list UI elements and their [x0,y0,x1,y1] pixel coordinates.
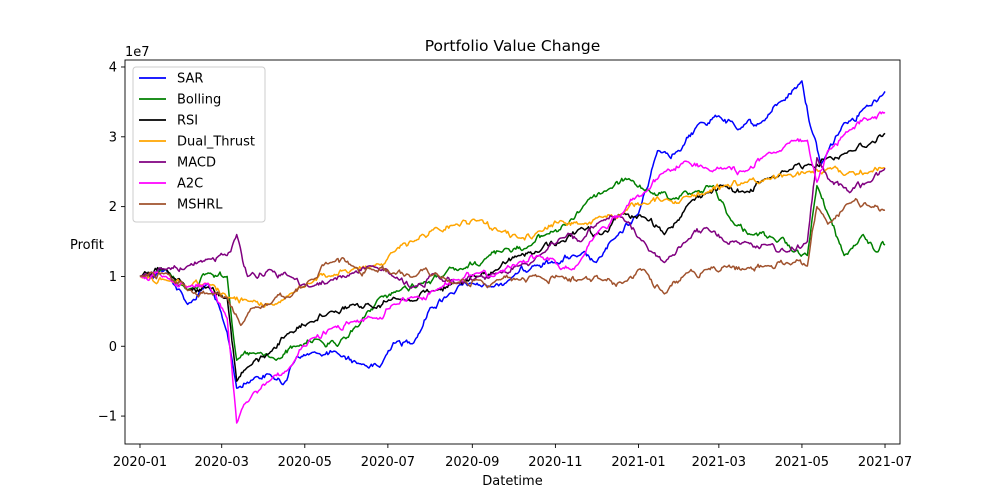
x-tick-label: 2020-11 [528,455,582,470]
series-layer [139,80,886,424]
x-tick-label: 2020-09 [445,455,499,470]
chart-title: Portfolio Value Change [425,37,601,55]
legend-label: RSI [177,114,198,129]
x-axis-title: Datetime [482,474,542,489]
y-tick-label: 3 [109,130,117,145]
x-tick-label: 2020-07 [361,455,415,470]
legend-label: SAR [177,72,203,87]
y-tick-label: 0 [109,340,117,355]
legend-label: Bolling [177,93,221,108]
series-line-a2c [139,111,886,424]
x-tick-label: 2021-05 [775,455,829,470]
x-tick-label: 2020-03 [195,455,249,470]
y-tick-label: 1 [109,270,117,285]
y-scale-label: 1e7 [125,45,150,60]
legend-label: MACD [177,156,216,171]
plot-frame [124,59,901,445]
axes-layer: 2020-01 2020-03 2020-05 2020-07 2020-09 2020-… [98,59,912,470]
series-line-sar [139,80,886,389]
legend-label: A2C [177,177,203,192]
series-line-bolling [139,177,886,361]
x-tick-label: 2020-01 [113,455,167,470]
series-line-mshrl [139,197,886,327]
y-axis-title: Profit [70,238,104,253]
x-tick-label: 2020-05 [278,455,332,470]
legend: SAR Bolling RSI Dual_Thrust MACD A2C MSHRL [132,66,266,223]
x-tick-label: 2021-01 [611,455,665,470]
legend-label: Dual_Thrust [177,135,255,150]
x-tick-label: 2021-03 [692,455,746,470]
y-tick-label: 4 [109,60,117,75]
y-tick-label: −1 [98,410,117,425]
series-line-macd [139,157,886,289]
x-tick-label: 2021-07 [858,455,912,470]
y-tick-label: 2 [109,200,117,215]
legend-label: MSHRL [177,198,223,213]
